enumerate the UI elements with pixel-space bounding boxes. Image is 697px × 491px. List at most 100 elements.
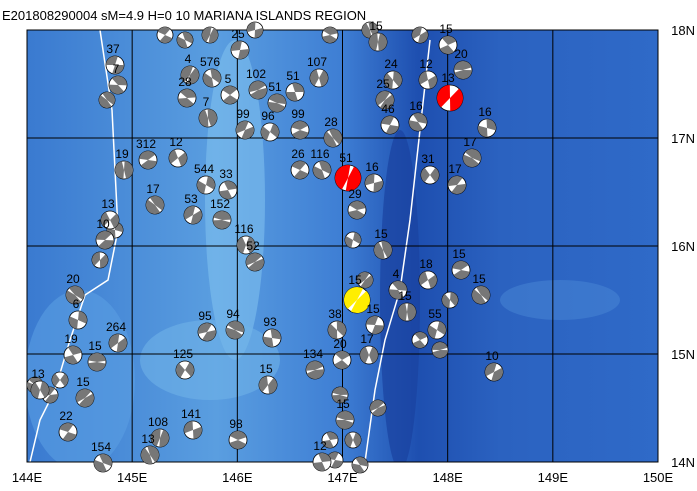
beachball-lobe <box>157 27 171 35</box>
beachball-lobe <box>114 161 124 179</box>
focal-mechanism <box>408 112 428 132</box>
beachball-lobe <box>381 116 395 125</box>
focal-mechanism <box>447 175 467 195</box>
depth-label: 95 <box>198 309 212 323</box>
beachball-lobe <box>241 126 254 139</box>
focal-mechanism <box>441 291 459 309</box>
focal-mechanism <box>290 120 310 140</box>
beachball-lobe <box>229 431 247 440</box>
beachball-lobe <box>60 373 69 387</box>
depth-label: 55 <box>428 307 442 321</box>
beachball-lobe <box>345 166 362 191</box>
depth-label: 93 <box>263 315 277 329</box>
beachball-lobe <box>322 35 337 43</box>
depth-label: 25 <box>231 27 245 41</box>
beachball-lobe <box>68 346 82 355</box>
beachball-lobe <box>78 393 94 407</box>
focal-mechanism <box>331 386 349 404</box>
depth-label: 38 <box>328 307 342 321</box>
beachball-lobe <box>254 27 263 38</box>
beachball-lobe <box>159 429 170 447</box>
beachball-lobe <box>353 432 361 448</box>
beachball-lobe <box>375 90 391 106</box>
depth-label: 13 <box>141 432 155 446</box>
beachball-lobe <box>454 61 472 70</box>
beachball-lobe <box>335 351 350 360</box>
focal-mechanism <box>321 26 339 44</box>
focal-mechanism <box>418 70 438 90</box>
focal-mechanism <box>262 328 282 348</box>
depth-label: 15 <box>398 289 412 303</box>
beachball-lobe <box>313 462 326 471</box>
focal-mechanism <box>175 360 195 380</box>
beachball-lobe <box>332 395 348 403</box>
focal-mechanism <box>100 210 120 230</box>
depth-label: 5 <box>225 72 232 86</box>
beachball-lobe <box>206 176 215 190</box>
beachball-lobe <box>238 49 249 59</box>
focal-mechanism <box>156 26 174 44</box>
focal-mechanism <box>218 180 238 200</box>
beachball-lobe <box>441 293 450 308</box>
depth-label: 51 <box>286 69 300 83</box>
depth-label: 24 <box>384 57 398 71</box>
focal-mechanism <box>431 341 449 359</box>
beachball-lobe <box>453 270 470 279</box>
beachball-lobe <box>76 389 92 403</box>
beachball-lobe <box>246 236 255 254</box>
beachball-lobe <box>124 161 134 179</box>
beachball-lobe <box>223 181 237 190</box>
beachball-lobe <box>407 303 417 321</box>
depth-label: 7 <box>113 62 120 76</box>
beachball-lobe <box>226 327 243 340</box>
beachball-lobe <box>69 285 85 300</box>
focal-mechanism <box>196 175 216 195</box>
focal-mechanism <box>427 320 447 340</box>
beachball-lobe <box>116 337 127 352</box>
depth-label: 13 <box>31 367 45 381</box>
focal-mechanism <box>51 371 69 389</box>
beachball-lobe <box>208 27 218 44</box>
focal-mechanism <box>451 260 471 280</box>
beachball-lobe <box>109 84 125 94</box>
beachball-lobe <box>385 125 399 134</box>
depth-label: 16 <box>409 99 423 113</box>
beachball-lobe <box>450 292 458 307</box>
depth-label: 17 <box>146 182 160 196</box>
beachball-lobe <box>379 94 394 109</box>
beachball-lobe <box>59 422 74 432</box>
focal-mechanism <box>235 120 255 140</box>
beachball-lobe <box>182 32 193 44</box>
beachball-lobe <box>149 196 164 211</box>
beachball-lobe <box>106 55 118 65</box>
focal-mechanism <box>225 320 245 340</box>
focal-mechanism <box>471 285 491 305</box>
focal-mechanism <box>411 26 429 44</box>
beachball-lobe <box>419 71 428 85</box>
focal-mechanism <box>177 88 197 108</box>
beachball-lobe <box>159 35 173 44</box>
focal-mechanism <box>388 280 408 300</box>
beachball-lobe <box>409 120 424 131</box>
depth-label: 107 <box>307 55 327 69</box>
focal-mechanism <box>327 320 347 340</box>
focal-mechanism <box>108 333 128 353</box>
beachball-lobe <box>291 120 308 130</box>
focal-mechanism <box>420 165 440 185</box>
focal-mechanism <box>58 422 78 442</box>
depth-label: 312 <box>136 137 156 151</box>
focal-mechanism <box>75 388 95 408</box>
depth-label: 7 <box>203 95 210 109</box>
focal-mechanism <box>462 148 482 168</box>
lon-label: 150E <box>643 470 674 485</box>
focal-mechanism <box>438 35 458 55</box>
beachball-lobe <box>185 362 194 377</box>
lon-label: 148E <box>432 470 463 485</box>
focal-mechanism <box>375 90 395 110</box>
depth-label: 576 <box>200 55 220 69</box>
beachball-lobe <box>65 290 81 304</box>
depth-label: 52 <box>246 239 260 253</box>
focal-mechanism <box>364 173 384 193</box>
